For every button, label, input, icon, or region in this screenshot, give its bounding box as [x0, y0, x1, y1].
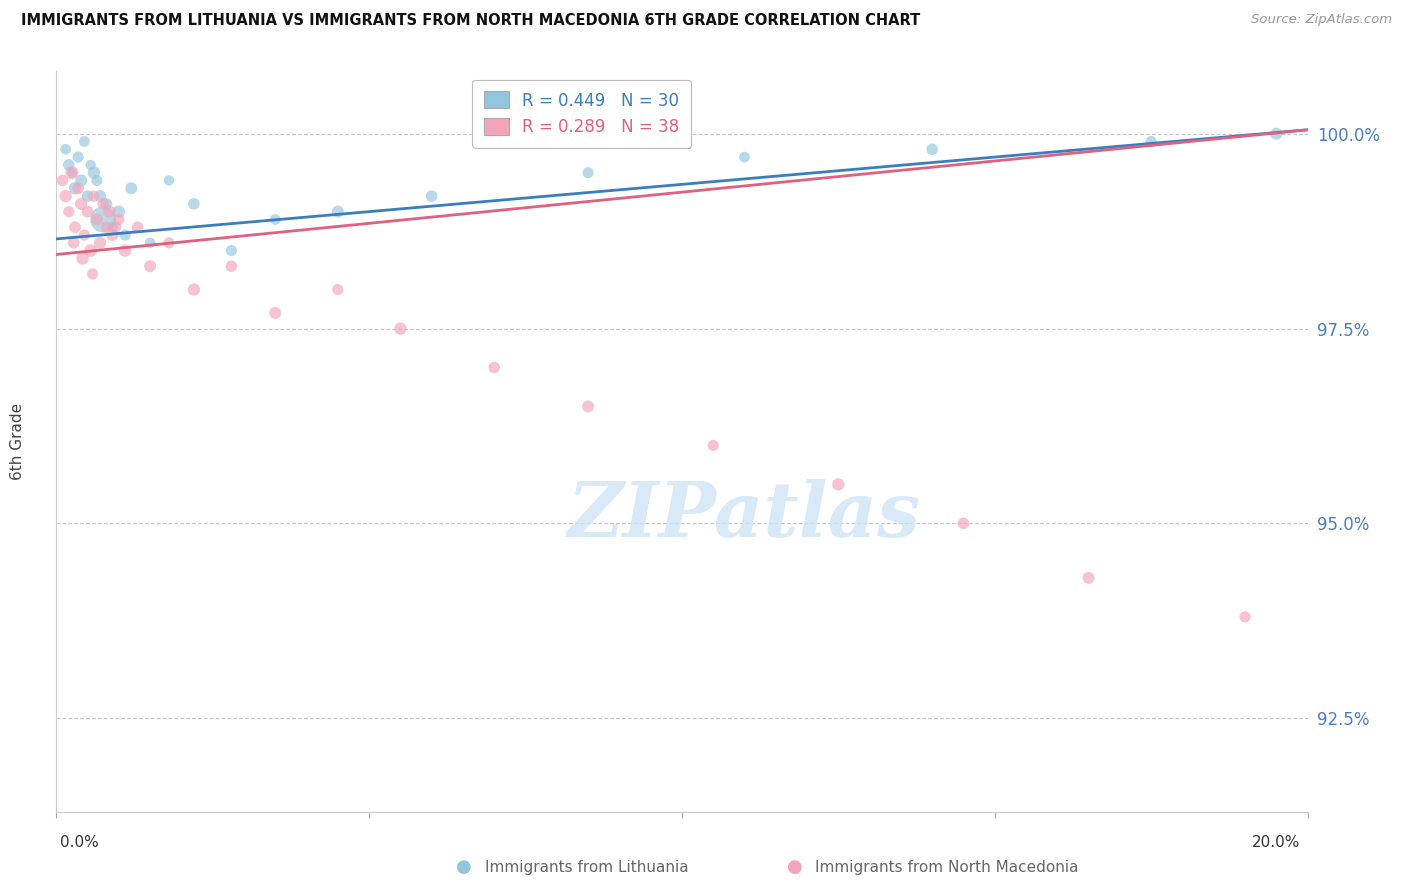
- Point: [55, 189, 77, 203]
- Point: [62, 235, 84, 250]
- Point: [114, 244, 136, 258]
- Point: [86, 212, 108, 227]
- Point: [127, 220, 149, 235]
- Point: [70, 173, 93, 187]
- Point: [1234, 610, 1257, 624]
- Point: [67, 181, 90, 195]
- Point: [183, 283, 205, 297]
- Point: [576, 400, 599, 414]
- Point: [96, 220, 118, 235]
- Point: [82, 267, 104, 281]
- Point: [98, 204, 121, 219]
- Point: [104, 220, 127, 235]
- Point: [1140, 135, 1163, 149]
- Point: [76, 189, 98, 203]
- Point: [108, 212, 131, 227]
- Point: [484, 360, 506, 375]
- Text: 20.0%: 20.0%: [1253, 836, 1301, 850]
- Text: IMMIGRANTS FROM LITHUANIA VS IMMIGRANTS FROM NORTH MACEDONIA 6TH GRADE CORRELATI: IMMIGRANTS FROM LITHUANIA VS IMMIGRANTS …: [21, 13, 921, 29]
- Point: [921, 142, 943, 156]
- Point: [389, 321, 412, 335]
- Point: [83, 189, 105, 203]
- Point: [79, 158, 101, 172]
- Point: [139, 259, 162, 273]
- Point: [60, 166, 83, 180]
- Point: [221, 244, 243, 258]
- Text: ●: ●: [786, 858, 803, 876]
- Point: [55, 142, 77, 156]
- Point: [60, 166, 83, 180]
- Point: [101, 220, 124, 235]
- Point: [89, 235, 111, 250]
- Text: ZIPatlas: ZIPatlas: [568, 479, 921, 552]
- Point: [576, 166, 599, 180]
- Point: [91, 212, 114, 227]
- Point: [952, 516, 974, 531]
- Point: [1077, 571, 1099, 585]
- Text: Immigrants from Lithuania: Immigrants from Lithuania: [485, 860, 689, 874]
- Point: [58, 204, 80, 219]
- Point: [139, 235, 162, 250]
- Point: [70, 197, 93, 211]
- Text: 0.0%: 0.0%: [60, 836, 100, 850]
- Point: [63, 181, 86, 195]
- Text: 6th Grade: 6th Grade: [10, 403, 25, 480]
- Point: [67, 150, 90, 164]
- Text: Immigrants from North Macedonia: Immigrants from North Macedonia: [815, 860, 1078, 874]
- Point: [157, 173, 180, 187]
- Point: [734, 150, 756, 164]
- Point: [73, 135, 96, 149]
- Point: [264, 306, 287, 320]
- Point: [58, 158, 80, 172]
- Point: [72, 252, 94, 266]
- Point: [702, 438, 724, 452]
- Point: [89, 189, 111, 203]
- Point: [76, 204, 98, 219]
- Point: [326, 204, 349, 219]
- Point: [120, 181, 142, 195]
- Point: [73, 227, 96, 242]
- Point: [157, 235, 180, 250]
- Point: [827, 477, 849, 491]
- Point: [1265, 127, 1288, 141]
- Point: [101, 227, 124, 242]
- Point: [51, 173, 73, 187]
- Point: [83, 166, 105, 180]
- Point: [96, 197, 118, 211]
- Point: [420, 189, 443, 203]
- Text: ●: ●: [456, 858, 472, 876]
- Text: Source: ZipAtlas.com: Source: ZipAtlas.com: [1251, 13, 1392, 27]
- Legend: R = 0.449   N = 30, R = 0.289   N = 38: R = 0.449 N = 30, R = 0.289 N = 38: [472, 79, 692, 148]
- Point: [91, 197, 114, 211]
- Point: [108, 204, 131, 219]
- Point: [114, 227, 136, 242]
- Point: [326, 283, 349, 297]
- Point: [63, 220, 86, 235]
- Point: [264, 212, 287, 227]
- Point: [221, 259, 243, 273]
- Point: [86, 173, 108, 187]
- Point: [183, 197, 205, 211]
- Point: [79, 244, 101, 258]
